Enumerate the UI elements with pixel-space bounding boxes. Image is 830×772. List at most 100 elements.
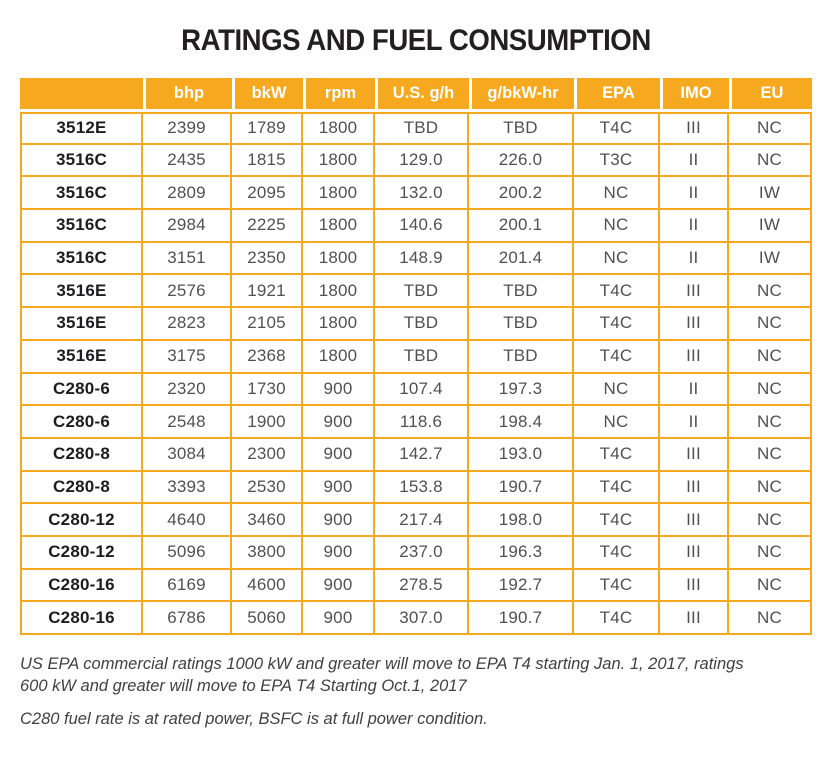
data-cell: 3460: [232, 504, 303, 537]
model-cell: C280-6: [20, 373, 143, 407]
data-cell: IW: [729, 242, 812, 276]
data-cell: 1800: [303, 275, 375, 309]
data-cell: 4600: [232, 569, 303, 603]
data-cell: 900: [303, 438, 375, 472]
data-cell: T4C: [574, 536, 660, 570]
data-cell: 190.7: [469, 602, 574, 635]
data-cell: III: [660, 438, 729, 472]
page-title: RATINGS AND FUEL CONSUMPTION: [181, 24, 651, 57]
data-cell: 2399: [143, 112, 232, 145]
data-cell: 2823: [143, 308, 232, 341]
data-cell: 307.0: [375, 602, 469, 635]
model-cell: C280-16: [20, 569, 143, 603]
footnote-line: US EPA commercial ratings 1000 kW and gr…: [20, 655, 744, 673]
model-cell: 3516E: [20, 308, 143, 341]
footnotes: US EPA commercial ratings 1000 kW and gr…: [20, 654, 812, 730]
data-cell: 5060: [232, 602, 303, 635]
data-cell: TBD: [375, 275, 469, 309]
table-row: C280-8 3084 2300 900 142.7 193.0 T4C III NC: [20, 438, 812, 472]
model-cell: 3516E: [20, 340, 143, 374]
table-row: C280-8 3393 2530 900 153.8 190.7 T4C III NC: [20, 471, 812, 505]
data-cell: 237.0: [375, 536, 469, 570]
data-cell: II: [660, 406, 729, 439]
column-header-model: [20, 78, 143, 112]
data-cell: 1730: [232, 373, 303, 407]
data-cell: TBD: [469, 112, 574, 145]
data-cell: 2300: [232, 438, 303, 472]
page: RATINGS AND FUEL CONSUMPTION bhp bkW rpm…: [0, 24, 830, 730]
data-cell: 193.0: [469, 438, 574, 472]
data-cell: 200.1: [469, 210, 574, 243]
data-cell: 1900: [232, 406, 303, 439]
data-cell: II: [660, 210, 729, 243]
table-header: bhp bkW rpm U.S. g/h g/bkW-hr EPA IMO EU: [20, 78, 812, 112]
data-cell: 900: [303, 602, 375, 635]
data-cell: 142.7: [375, 438, 469, 472]
data-cell: NC: [574, 177, 660, 211]
model-cell: C280-6: [20, 406, 143, 439]
column-header-bhp: bhp: [143, 78, 232, 112]
footnote-epa-ratings: US EPA commercial ratings 1000 kW and gr…: [20, 654, 812, 698]
data-cell: T4C: [574, 308, 660, 341]
table-row: C280-6 2320 1730 900 107.4 197.3 NC II NC: [20, 373, 812, 407]
footnote-c280-fuel-rate: C280 fuel rate is at rated power, BSFC i…: [20, 709, 812, 731]
data-cell: TBD: [375, 112, 469, 145]
data-cell: 192.7: [469, 569, 574, 603]
data-cell: 226.0: [469, 144, 574, 178]
data-cell: NC: [729, 275, 812, 309]
table-row: C280-12 4640 3460 900 217.4 198.0 T4C III NC: [20, 504, 812, 537]
data-cell: 2350: [232, 242, 303, 276]
data-cell: NC: [574, 210, 660, 243]
data-cell: 900: [303, 504, 375, 537]
data-cell: III: [660, 504, 729, 537]
table-row: C280-12 5096 3800 900 237.0 196.3 T4C III NC: [20, 536, 812, 570]
data-cell: IW: [729, 210, 812, 243]
table-row: C280-6 2548 1900 900 118.6 198.4 NC II NC: [20, 406, 812, 439]
data-cell: III: [660, 569, 729, 603]
data-cell: NC: [729, 144, 812, 178]
data-cell: 900: [303, 569, 375, 603]
data-cell: NC: [729, 406, 812, 439]
data-cell: II: [660, 144, 729, 178]
data-cell: 1789: [232, 112, 303, 145]
data-cell: II: [660, 242, 729, 276]
data-cell: III: [660, 471, 729, 505]
data-cell: 2809: [143, 177, 232, 211]
data-cell: 1800: [303, 144, 375, 178]
column-header-g-bkw-hr: g/bkW-hr: [469, 78, 574, 112]
data-cell: III: [660, 536, 729, 570]
data-cell: 140.6: [375, 210, 469, 243]
header-row: bhp bkW rpm U.S. g/h g/bkW-hr EPA IMO EU: [20, 78, 812, 112]
table-row: 3516E 3175 2368 1800 TBD TBD T4C III NC: [20, 340, 812, 374]
data-cell: 900: [303, 373, 375, 407]
column-header-us-gh: U.S. g/h: [375, 78, 469, 112]
data-cell: 2576: [143, 275, 232, 309]
data-cell: 900: [303, 406, 375, 439]
data-cell: II: [660, 177, 729, 211]
data-cell: 2530: [232, 471, 303, 505]
data-cell: T4C: [574, 438, 660, 472]
data-cell: 3393: [143, 471, 232, 505]
footnote-line: 600 kW and greater will move to EPA T4 S…: [20, 676, 467, 695]
data-cell: NC: [729, 112, 812, 145]
table-row: 3516E 2823 2105 1800 TBD TBD T4C III NC: [20, 308, 812, 341]
data-cell: IW: [729, 177, 812, 211]
column-header-imo: IMO: [660, 78, 729, 112]
data-cell: 2548: [143, 406, 232, 439]
data-cell: NC: [729, 373, 812, 407]
data-cell: NC: [729, 438, 812, 472]
data-cell: II: [660, 373, 729, 407]
table-row: 3516C 2809 2095 1800 132.0 200.2 NC II IW: [20, 177, 812, 211]
data-cell: 278.5: [375, 569, 469, 603]
data-cell: 190.7: [469, 471, 574, 505]
data-cell: TBD: [469, 340, 574, 374]
data-cell: 2320: [143, 373, 232, 407]
column-header-bkw: bkW: [232, 78, 303, 112]
footnote-line: C280 fuel rate is at rated power, BSFC i…: [20, 709, 488, 728]
table-row: 3516E 2576 1921 1800 TBD TBD T4C III NC: [20, 275, 812, 309]
data-cell: 1800: [303, 112, 375, 145]
data-cell: T4C: [574, 112, 660, 145]
table-row: 3516C 2984 2225 1800 140.6 200.1 NC II IW: [20, 210, 812, 243]
data-cell: NC: [729, 536, 812, 570]
data-cell: 900: [303, 471, 375, 505]
